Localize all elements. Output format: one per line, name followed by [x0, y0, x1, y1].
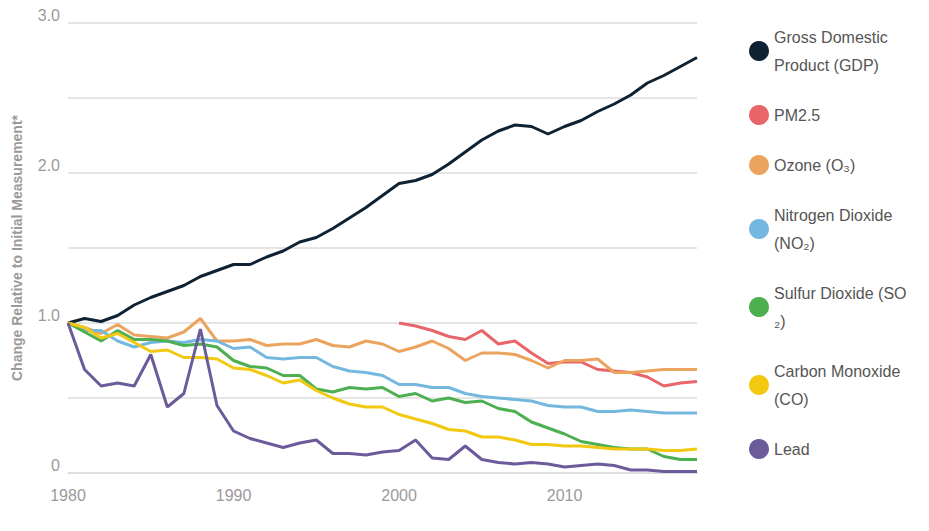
svg-text:Gross Domestic: Gross Domestic	[774, 29, 892, 46]
svg-text:₂): ₂)	[774, 313, 786, 330]
svg-text:0: 0	[51, 457, 60, 474]
svg-text:Carbon Monoxide: Carbon Monoxide	[774, 363, 905, 380]
svg-text:2.0: 2.0	[38, 157, 60, 174]
svg-text:2000: 2000	[381, 487, 417, 504]
svg-text:Ozone (O₃): Ozone (O₃)	[774, 157, 855, 174]
svg-text:3.0: 3.0	[38, 7, 60, 24]
svg-text:2010: 2010	[547, 487, 583, 504]
svg-text:(CO): (CO)	[774, 391, 809, 408]
svg-text:1990: 1990	[216, 487, 252, 504]
svg-text:PM2.5: PM2.5	[774, 107, 820, 124]
svg-text:Lead: Lead	[774, 441, 810, 458]
svg-text:Nitrogen Dioxide: Nitrogen Dioxide	[774, 207, 897, 224]
svg-text:(NO₂): (NO₂)	[774, 235, 815, 252]
svg-text:Product (GDP): Product (GDP)	[774, 57, 879, 74]
svg-text:Change Relative to Initial Mea: Change Relative to Initial Measurement*	[9, 114, 25, 381]
svg-text:1980: 1980	[50, 487, 86, 504]
svg-text:1.0: 1.0	[38, 307, 60, 324]
svg-text:Sulfur Dioxide (SO: Sulfur Dioxide (SO	[774, 285, 907, 302]
